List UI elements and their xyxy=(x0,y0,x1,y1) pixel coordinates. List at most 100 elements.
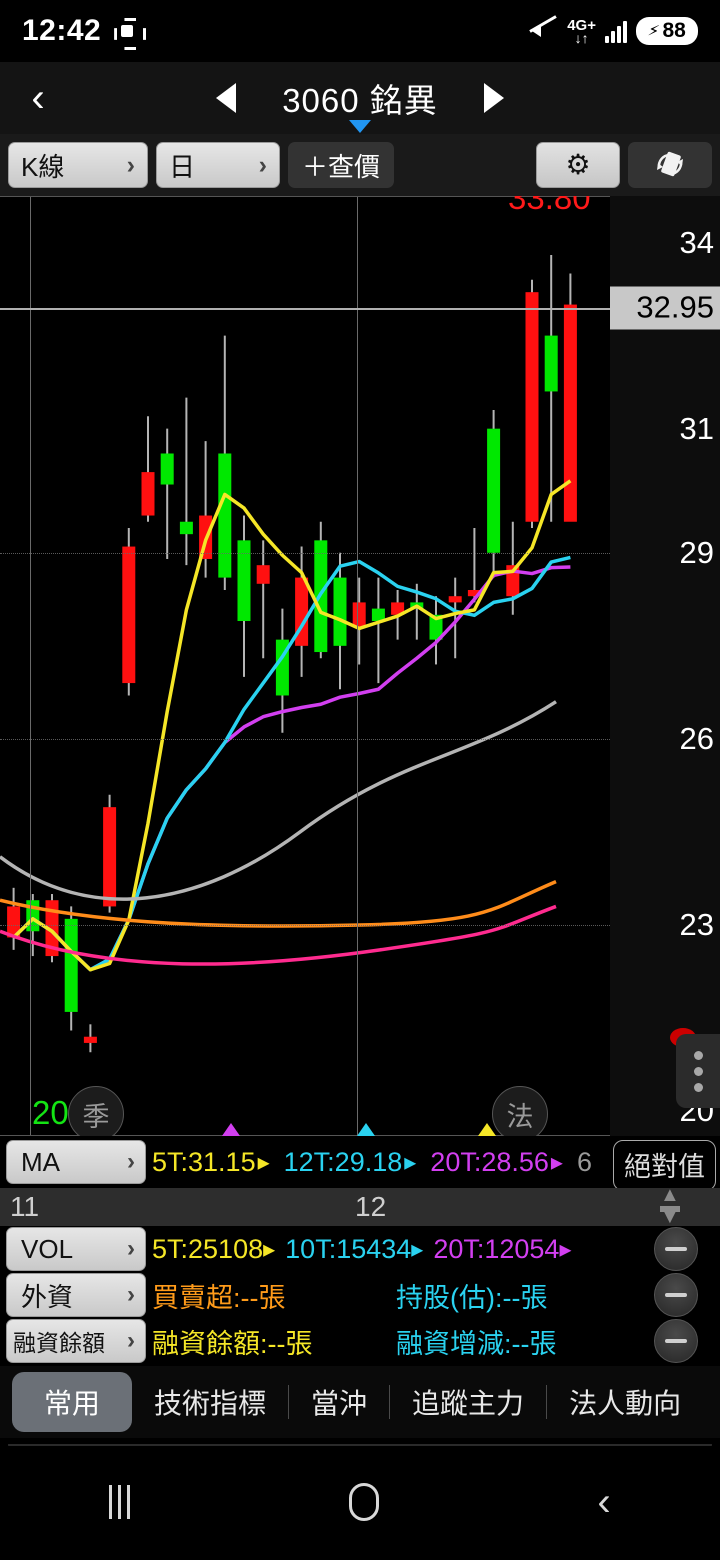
candlestick-plot[interactable]: 33.80 20.95 季 法 xyxy=(0,196,610,1136)
dropdown-caret-icon[interactable] xyxy=(349,120,371,133)
chevron-right-icon: › xyxy=(127,1148,135,1175)
indicator-value: 10T:15434 xyxy=(285,1233,412,1264)
quote-button[interactable]: ＋查價 xyxy=(288,142,395,188)
plot-frame-bottom xyxy=(0,1135,610,1136)
bottom-tab-bar: 常用 技術指標 當沖 追蹤主力 法人動向 xyxy=(0,1366,720,1438)
date-label-2: 12 xyxy=(355,1191,387,1222)
axis-stepper[interactable]: ▲ ▬ ▼ xyxy=(660,1184,680,1228)
high-price-label: 33.80 xyxy=(508,196,591,216)
marker-caret-ma12 xyxy=(357,1123,375,1136)
margin-button-label: 融資餘額 xyxy=(13,1330,105,1356)
chart-toolbar: K線 › 日 › ＋查價 ⚙ xyxy=(0,134,720,196)
ma-values: 5T:31.15 ▸ 12T:29.18 ▸ 20T:28.56 ▸ 6 xyxy=(152,1147,606,1178)
signal-bars-icon xyxy=(605,19,627,43)
indicator-value: 融資餘額:--張 xyxy=(152,1328,313,1359)
chevron-right-icon: › xyxy=(127,1281,135,1308)
vol-button-label: VOL xyxy=(21,1233,74,1264)
season-badge[interactable]: 季 xyxy=(68,1086,124,1136)
network-type-icon: 4G+ ↓↑ xyxy=(567,18,596,45)
chart-type-button[interactable]: K線 › xyxy=(8,142,148,188)
y-axis-tick: 31 xyxy=(679,410,714,446)
more-dot-icon xyxy=(693,1066,703,1076)
gridline xyxy=(0,738,610,740)
tab-0[interactable]: 常用 xyxy=(12,1372,133,1432)
tab-separator xyxy=(389,1385,391,1419)
vol-indicator-row: VOL › 5T:25108 ▸ 10T:15434 ▸ 20T:12054 ▸ xyxy=(0,1226,720,1272)
android-nav-bar: ‹ xyxy=(0,1444,720,1560)
chevron-right-icon: › xyxy=(126,150,135,179)
side-more-options-button[interactable] xyxy=(676,1034,720,1108)
tab-4[interactable]: 法人動向 xyxy=(569,1388,682,1419)
institution-badge[interactable]: 法 xyxy=(492,1086,548,1136)
symbol-navigator: 3060 銘異 xyxy=(76,74,644,133)
mute-icon xyxy=(529,15,558,44)
network-label: 4G+ xyxy=(567,16,596,34)
recents-icon[interactable] xyxy=(109,1485,131,1519)
chart-type-label: K線 xyxy=(21,151,65,182)
price-axis[interactable]: 34 31 29 26 23 20 32.95 xyxy=(610,196,720,1136)
gear-icon: ⚙ xyxy=(565,149,591,180)
vol-button[interactable]: VOL › xyxy=(6,1227,146,1271)
indicator-value: 20T:12054 xyxy=(433,1233,560,1264)
indicator-value: 12T:29.18 xyxy=(283,1146,403,1177)
status-time: 12:42 xyxy=(22,14,102,47)
indicator-flag-icon: ▸ xyxy=(550,1148,563,1176)
nav-notch xyxy=(8,1444,712,1454)
marker-caret-ma5 xyxy=(478,1123,496,1136)
settings-button[interactable]: ⚙ xyxy=(536,142,620,188)
minus-icon xyxy=(665,1293,687,1297)
foreign-button[interactable]: 外資 › xyxy=(6,1273,146,1317)
tab-3[interactable]: 追蹤主力 xyxy=(412,1388,525,1419)
gridline-vertical xyxy=(30,196,31,1136)
vol-values: 5T:25108 ▸ 10T:15434 ▸ 20T:12054 ▸ xyxy=(152,1234,582,1265)
tab-1[interactable]: 技術指標 xyxy=(154,1388,267,1419)
gridline xyxy=(0,552,610,554)
tab-2[interactable]: 當沖 xyxy=(311,1388,368,1419)
foreign-button-label: 外資 xyxy=(21,1281,74,1312)
indicator-value: 持股(估):--張 xyxy=(396,1282,548,1313)
y-axis-tick: 29 xyxy=(679,534,714,570)
period-button[interactable]: 日 › xyxy=(156,142,280,188)
minus-icon xyxy=(665,1339,687,1343)
ma-indicator-row: MA › 5T:31.15 ▸ 12T:29.18 ▸ 20T:28.56 ▸ 6 絕對值 xyxy=(0,1136,720,1191)
home-icon[interactable] xyxy=(348,1483,379,1521)
back-icon[interactable]: ‹ xyxy=(597,1480,611,1524)
indicator-value: 6 xyxy=(576,1146,592,1177)
ma-button-label: MA xyxy=(21,1146,60,1177)
plot-frame-top xyxy=(0,196,610,197)
page-title[interactable]: 3060 銘異 xyxy=(282,82,438,119)
gridline-vertical xyxy=(357,196,358,1136)
current-price-line xyxy=(0,307,610,310)
indicator-value: 買賣超:--張 xyxy=(152,1282,286,1313)
foreign-values: 買賣超:--張 持股(估):--張 xyxy=(152,1276,600,1315)
chart-svg xyxy=(0,254,577,1053)
indicator-value: 融資增減:--張 xyxy=(396,1328,557,1359)
rotate-screen-icon xyxy=(657,151,683,177)
margin-remove-button[interactable] xyxy=(654,1319,698,1363)
rotate-screen-button[interactable] xyxy=(628,142,712,188)
prev-triangle-icon[interactable] xyxy=(216,83,237,113)
indicator-flag-icon: ▸ xyxy=(257,1148,270,1176)
battery-percent: 88 xyxy=(662,19,686,42)
indicator-flag-icon: ▸ xyxy=(411,1235,424,1263)
battery-indicator: ⚡ 88 xyxy=(636,17,698,45)
date-axis[interactable]: 11 12 ▲ ▬ ▼ xyxy=(0,1184,720,1228)
marker-caret-ma20 xyxy=(222,1123,240,1136)
indicator-flag-icon: ▸ xyxy=(404,1148,417,1176)
foreign-indicator-row: 外資 › 買賣超:--張 持股(估):--張 xyxy=(0,1272,720,1318)
indicator-value: 20T:28.56 xyxy=(430,1146,549,1177)
vol-remove-button[interactable] xyxy=(654,1227,698,1271)
margin-button[interactable]: 融資餘額 › xyxy=(6,1319,146,1363)
foreign-remove-button[interactable] xyxy=(654,1273,698,1317)
more-dot-icon xyxy=(693,1082,703,1092)
network-arrows: ↓↑ xyxy=(574,29,589,46)
ma-button[interactable]: MA › xyxy=(6,1140,146,1184)
tab-separator xyxy=(288,1385,290,1419)
screenshot-scan-icon xyxy=(114,18,140,44)
chevron-right-icon: › xyxy=(127,1327,135,1354)
back-chevron-icon[interactable]: ‹ xyxy=(31,75,45,120)
battery-bolt-icon: ⚡ xyxy=(646,22,661,41)
indicator-value: 5T:25108 xyxy=(152,1233,264,1264)
next-triangle-icon[interactable] xyxy=(483,83,504,113)
